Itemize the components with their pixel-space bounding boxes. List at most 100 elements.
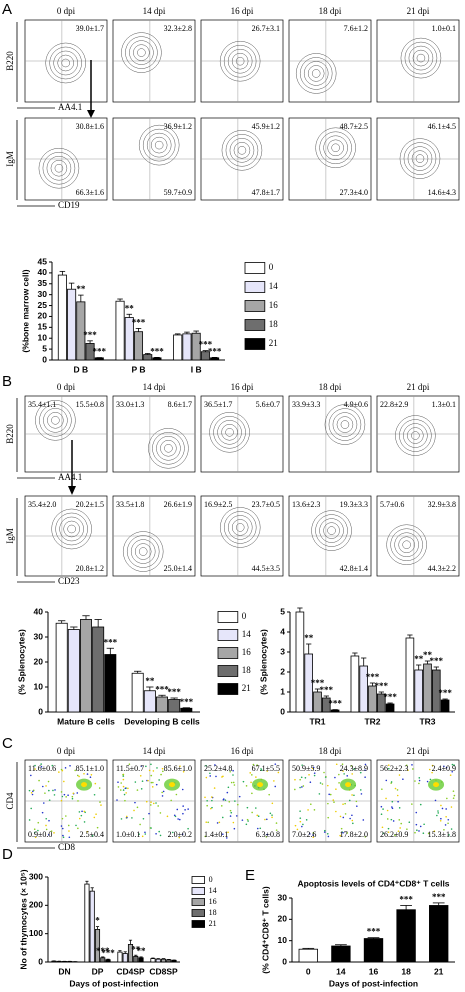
event-dot <box>340 827 343 830</box>
contour <box>412 49 430 67</box>
y-tick-label: 200 <box>29 900 43 910</box>
event-dot <box>232 774 234 776</box>
event-dot <box>241 819 244 821</box>
event-dot <box>343 773 345 775</box>
legend-label: 18 <box>269 319 279 329</box>
event-dot <box>161 767 164 770</box>
event-dot <box>90 773 93 776</box>
gate-percentage: 20.8±1.2 <box>76 564 104 573</box>
event-dot <box>313 772 316 774</box>
contour <box>331 143 340 153</box>
event-dot <box>145 800 148 803</box>
event-dot <box>30 791 33 794</box>
event-dot <box>61 795 64 798</box>
x-tick-label: 16 <box>369 966 379 976</box>
gate-percentage: 48.7±2.5 <box>340 122 368 131</box>
contour <box>221 424 238 441</box>
y-tick-label: 10 <box>38 332 48 342</box>
event-dot <box>67 824 70 827</box>
bar <box>180 707 193 713</box>
event-dot <box>431 764 434 767</box>
event-dot <box>148 769 151 772</box>
event-dot <box>236 803 239 806</box>
y-axis-label: IgM <box>5 528 15 544</box>
y-axis-label: (% Splenocytes) <box>258 629 268 695</box>
event-dot <box>125 815 128 818</box>
bar <box>94 357 104 361</box>
x-tick-label: P B <box>131 364 145 374</box>
population <box>257 782 264 788</box>
event-dot <box>78 817 81 820</box>
event-dot <box>329 793 332 796</box>
event-dot <box>440 804 442 807</box>
event-dot <box>211 799 213 802</box>
event-dot <box>150 801 152 804</box>
event-dot <box>327 802 329 805</box>
y-tick-label: 10 <box>278 935 288 945</box>
event-dot <box>38 779 40 782</box>
event-dot <box>34 768 36 770</box>
event-dot <box>210 807 212 810</box>
significance-mark: *** <box>320 685 334 695</box>
contour <box>315 514 348 547</box>
event-dot <box>60 825 63 827</box>
legend-swatch <box>217 665 239 677</box>
bar <box>67 288 77 361</box>
event-dot <box>431 771 433 774</box>
event-dot <box>327 816 330 819</box>
legend-swatch <box>217 683 239 695</box>
event-dot <box>229 815 232 817</box>
event-dot <box>216 822 219 824</box>
bar <box>143 690 156 713</box>
bar <box>150 958 156 963</box>
contour <box>152 432 185 465</box>
event-dot <box>259 827 262 830</box>
event-dot <box>364 835 367 838</box>
contour <box>134 543 152 560</box>
event-dot <box>218 821 221 824</box>
x-axis-label: AA4.1 <box>58 472 82 482</box>
contour <box>390 528 423 561</box>
event-dot <box>176 808 179 811</box>
contour <box>395 415 436 456</box>
gate-percentage: 59.7±0.9 <box>164 188 192 197</box>
event-dot <box>33 828 36 830</box>
event-dot <box>78 775 80 778</box>
contour <box>303 61 329 86</box>
event-dot <box>48 799 51 801</box>
event-dot <box>294 824 297 827</box>
y-tick-label: 4 <box>280 626 285 636</box>
contour <box>399 419 432 452</box>
significance-mark: *** <box>180 697 194 707</box>
event-dot <box>381 788 383 790</box>
x-tick-label: Mature B cells <box>57 716 115 726</box>
event-dot <box>80 814 83 817</box>
y-tick-label: 30 <box>38 289 48 299</box>
event-dot <box>443 765 445 768</box>
x-tick-label: DP <box>92 966 104 976</box>
y-tick-label: 30 <box>278 892 288 902</box>
bar <box>89 890 95 963</box>
event-dot <box>304 776 307 779</box>
event-dot <box>32 790 34 793</box>
event-dot <box>441 807 444 810</box>
contour <box>235 523 245 532</box>
contour <box>223 511 257 544</box>
bar <box>80 619 92 713</box>
event-dot <box>214 764 216 766</box>
event-dot <box>152 770 155 772</box>
significance-mark: ** <box>423 650 433 660</box>
event-dot <box>206 799 208 802</box>
panel-letter: B <box>2 373 12 390</box>
event-dot <box>436 814 438 817</box>
event-dot <box>138 833 140 836</box>
contour <box>399 138 441 179</box>
contour <box>235 56 245 66</box>
bar <box>171 959 177 963</box>
event-dot <box>394 834 396 837</box>
event-dot <box>256 827 259 830</box>
gate-percentage: 25.0±1.4 <box>164 564 192 573</box>
event-dot <box>266 770 269 772</box>
event-dot <box>326 784 329 787</box>
event-dot <box>213 787 216 789</box>
